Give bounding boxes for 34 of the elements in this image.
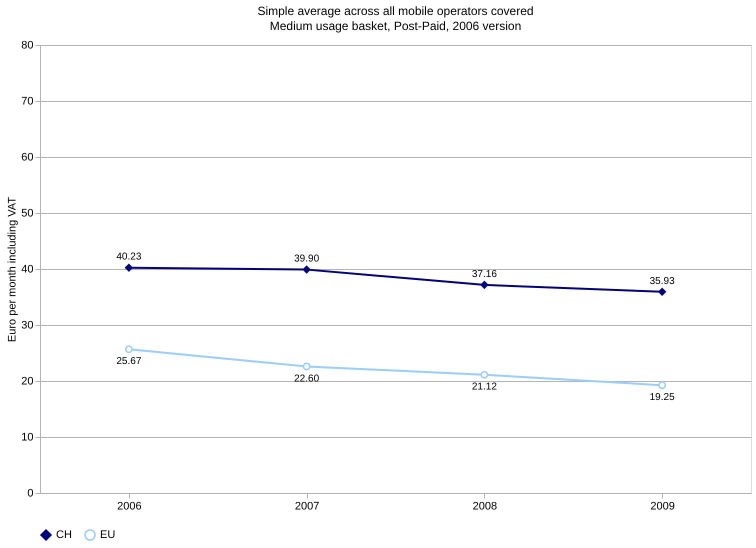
- legend-label: CH: [56, 529, 72, 541]
- point: [124, 345, 133, 354]
- data-label: 39.90: [294, 254, 320, 265]
- x-tick-label: 2007: [294, 500, 320, 512]
- chart-title: Simple average across all mobile operators covered: [257, 4, 534, 18]
- data-label: 25.67: [116, 356, 142, 368]
- x-tick-label: 2006: [117, 500, 142, 512]
- y-tick-label: 10: [21, 432, 34, 444]
- x-tick-label: 2009: [650, 500, 675, 512]
- y-tick-label: 50: [21, 208, 34, 220]
- y-tick-label: 80: [21, 40, 34, 52]
- y-tick-label: 70: [21, 96, 34, 108]
- chart-subtitle: Medium usage basket, Post-Paid, 2006 version: [270, 19, 522, 33]
- y-tick-label: 60: [21, 152, 34, 164]
- x-tick-label: 2008: [472, 500, 498, 512]
- data-label: 40.23: [116, 252, 142, 263]
- legend-label: EU: [100, 529, 116, 541]
- data-label: 35.93: [650, 276, 676, 287]
- point: [302, 362, 311, 370]
- point: [480, 370, 488, 379]
- point: [658, 381, 666, 390]
- point: [480, 280, 488, 289]
- point: [302, 266, 311, 274]
- data-label: 22.60: [294, 373, 320, 384]
- point: [658, 288, 666, 296]
- y-tick-label: 20: [21, 376, 34, 388]
- point: [124, 264, 133, 272]
- y-tick-label: 0: [27, 488, 34, 500]
- data-label: 37.16: [472, 268, 498, 280]
- data-label: 21.12: [472, 382, 498, 393]
- data-label: 19.25: [650, 392, 676, 404]
- y-tick-label: 40: [21, 264, 34, 276]
- y-tick-label: 30: [21, 320, 34, 332]
- y-axis-title: Euro per month including VAT: [6, 196, 18, 342]
